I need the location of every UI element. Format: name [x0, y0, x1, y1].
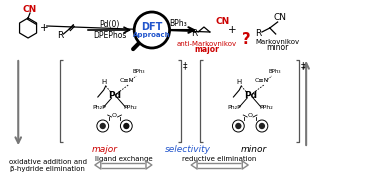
Text: CN: CN [273, 13, 286, 22]
Text: R: R [58, 30, 63, 40]
Text: major: major [92, 146, 118, 154]
Text: O: O [112, 113, 117, 118]
Text: C≡N: C≡N [119, 78, 134, 83]
Circle shape [123, 123, 129, 129]
Text: minor: minor [266, 43, 289, 53]
Text: CN: CN [216, 18, 230, 26]
Text: ?: ? [242, 33, 250, 47]
Text: +: + [39, 23, 48, 33]
Polygon shape [191, 161, 197, 169]
Text: major: major [194, 46, 219, 54]
Text: Ph₂P: Ph₂P [227, 105, 241, 110]
Text: Pd: Pd [244, 91, 257, 99]
Text: BPh₃: BPh₃ [170, 19, 187, 28]
Text: R: R [191, 29, 197, 37]
Text: BPh₃: BPh₃ [133, 69, 145, 74]
Text: ligand exchange: ligand exchange [95, 156, 152, 162]
Polygon shape [95, 161, 101, 169]
Text: Ph₂P: Ph₂P [92, 105, 106, 110]
Text: ‡: ‡ [182, 61, 187, 70]
Circle shape [99, 123, 106, 129]
Text: PPh₂: PPh₂ [259, 105, 273, 110]
Text: DFT: DFT [141, 22, 162, 32]
Text: H: H [101, 79, 106, 85]
Text: β-hydride elimination: β-hydride elimination [10, 166, 85, 172]
Text: selectivity: selectivity [165, 146, 211, 154]
Text: CN: CN [23, 5, 37, 15]
Polygon shape [242, 161, 248, 169]
Text: minor: minor [241, 146, 267, 154]
Text: C≡N: C≡N [255, 78, 269, 83]
Text: R: R [255, 29, 261, 39]
Text: anti-Markovnikov: anti-Markovnikov [177, 41, 237, 47]
Text: oxidative addition and: oxidative addition and [9, 159, 87, 165]
Text: O: O [247, 113, 253, 118]
Circle shape [134, 12, 170, 48]
Text: +: + [228, 25, 237, 35]
Text: PPh₂: PPh₂ [124, 105, 137, 110]
Polygon shape [146, 161, 152, 169]
Text: H: H [237, 79, 242, 85]
Text: ‡: ‡ [300, 61, 305, 70]
Text: Pd(0): Pd(0) [99, 20, 120, 29]
Text: BPh₃: BPh₃ [268, 69, 281, 74]
Circle shape [235, 123, 242, 129]
Text: DPEPhos: DPEPhos [93, 31, 126, 40]
Text: Approach: Approach [133, 33, 171, 39]
Text: Pd: Pd [108, 91, 121, 99]
Text: Markovnikov: Markovnikov [256, 39, 300, 45]
Circle shape [259, 123, 265, 129]
Text: reductive elimination: reductive elimination [183, 156, 257, 162]
